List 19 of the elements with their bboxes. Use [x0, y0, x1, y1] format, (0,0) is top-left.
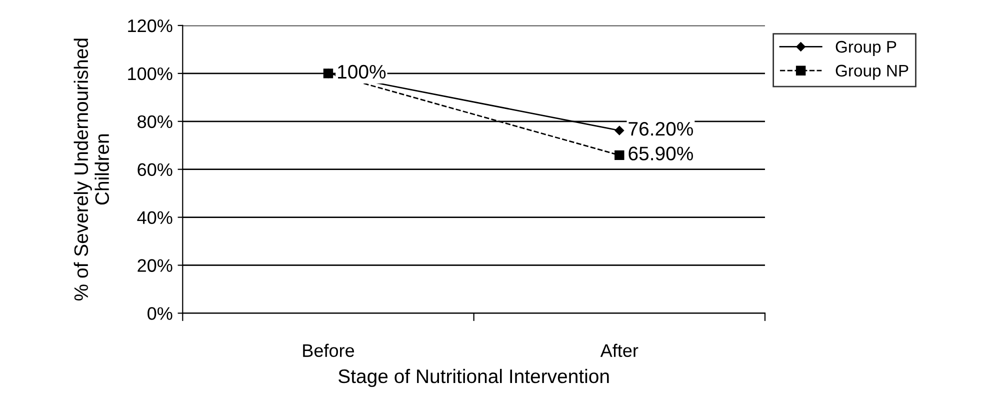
y-tick-label: 60%: [138, 163, 172, 176]
y-tick-label: 20%: [138, 259, 172, 272]
legend-label: Group NP: [836, 64, 908, 80]
point: [614, 150, 624, 160]
y-tick-label: 40%: [137, 211, 172, 224]
y-tick-label: 80%: [138, 115, 172, 128]
data-label: 100%: [338, 64, 386, 79]
x-tick-label: After: [600, 344, 638, 357]
data-label: 76.20%: [628, 122, 693, 136]
y-axis-title: % of Severely Undernourished Children: [74, 38, 110, 300]
point: [614, 126, 624, 136]
y-tick-label: 0%: [148, 307, 172, 320]
x-axis-title: Stage of Nutritional Intervention: [338, 368, 609, 388]
y-tick-label: 100%: [128, 67, 172, 80]
legend-label: Group P: [836, 40, 896, 56]
y-tick-label: 120%: [128, 19, 172, 32]
x-tick-label: Before: [303, 344, 354, 357]
point: [323, 68, 334, 78]
data-label: 65.90%: [628, 146, 693, 160]
